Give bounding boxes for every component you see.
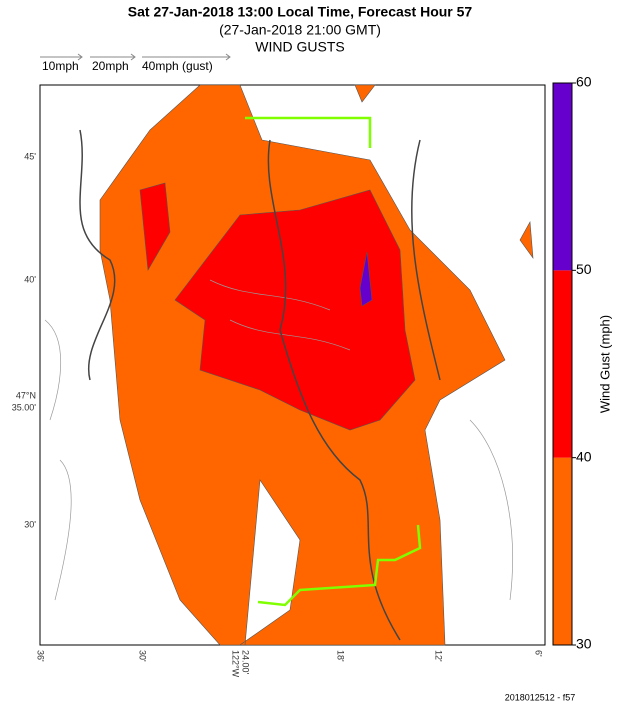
subtitle: (27-Jan-2018 21:00 GMT) [219,22,381,38]
axis-labels: 45' 40' 47°N 35.00' 30' 36' 30' 122°W 24.00' 18' 1… [12,151,544,677]
border-lines [245,116,422,607]
vector-legend-label: 20mph [92,59,129,73]
colorbar-tick-label: 50 [576,261,592,277]
vector-legend-label: 10mph [42,59,79,73]
y-axis-label: 35.00' [12,402,37,412]
colorbar-tick-label: 60 [576,74,592,90]
y-axis-label: 47°N [16,390,36,400]
colorbar-bin [553,270,572,458]
x-axis-label: 6' [534,650,544,657]
terrain-contours [44,279,513,601]
x-axis-label: 30' [138,650,148,662]
footer: 2018012512 - f57 [505,692,576,702]
colorbar-bin [553,457,572,645]
colorbar-label: Wind Gust (mph) [597,315,612,413]
y-axis-label: 40' [24,274,36,284]
x-axis-label: 122°W [231,650,241,678]
contour-regions [99,84,534,646]
title: Sat 27-Jan-2018 13:00 Local Time, Foreca… [128,4,473,20]
colorbar-frame [552,82,573,646]
coastlines [79,129,441,641]
colorbar-bin [553,83,572,271]
x-axis-label: 36' [36,650,46,662]
y-axis-label: 30' [24,519,36,529]
vector-legend-arrows [40,53,231,61]
colorbar: 30 40 50 60 [552,74,592,652]
product: WIND GUSTS [255,39,344,55]
y-axis-label: 45' [24,151,36,161]
x-axis-label: 18' [336,650,346,662]
colorbar-tick-label: 40 [576,448,592,464]
colorbar-tick-label: 30 [576,636,592,652]
vector-legend-label: 40mph (gust) [142,59,213,73]
map-area [39,84,546,646]
x-axis-label: 12' [434,650,444,662]
x-axis-label: 24.00' [241,650,251,675]
